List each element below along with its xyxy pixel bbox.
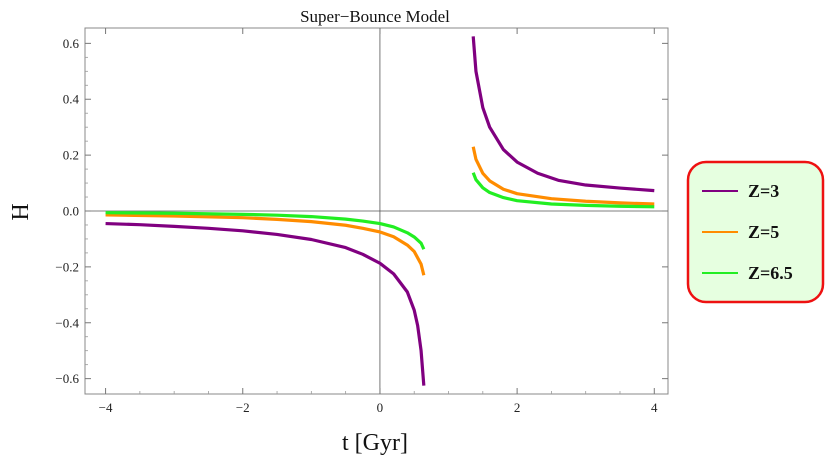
y-axis-label: H <box>8 203 34 220</box>
series-line-Z=5 <box>105 146 655 276</box>
y-tick-label: 0.4 <box>63 92 80 107</box>
legend-label: Z=3 <box>748 181 779 201</box>
y-tick-label: 0.6 <box>63 36 80 51</box>
x-tick-label: 4 <box>651 400 658 415</box>
y-tick-label: 0.0 <box>63 204 79 219</box>
x-tick-label: −2 <box>236 400 250 415</box>
plot-area: −4 −2 0 2 4 −0.6 −0.4 −0.2 0.0 0.2 0.4 0.6 <box>55 27 669 415</box>
series-line-Z=6.5 <box>105 172 655 250</box>
y-tick-label: −0.6 <box>55 371 79 386</box>
x-tick-label: −4 <box>99 400 113 415</box>
legend-label: Z=5 <box>748 222 779 242</box>
series-line-Z=3 <box>105 36 655 386</box>
y-tick-label: −0.2 <box>55 259 79 274</box>
chart-title: Super−Bounce Model <box>300 7 450 26</box>
y-tick-label: 0.2 <box>63 148 79 163</box>
x-axis-label: t [Gyr] <box>342 430 408 456</box>
x-tick-label: 2 <box>514 400 521 415</box>
y-tick-label: −0.4 <box>55 315 79 330</box>
legend-box <box>686 160 825 304</box>
legend: Z=3 Z=5 Z=6.5 <box>686 160 825 304</box>
legend-label: Z=6.5 <box>748 263 793 283</box>
x-tick-label: 0 <box>377 400 384 415</box>
